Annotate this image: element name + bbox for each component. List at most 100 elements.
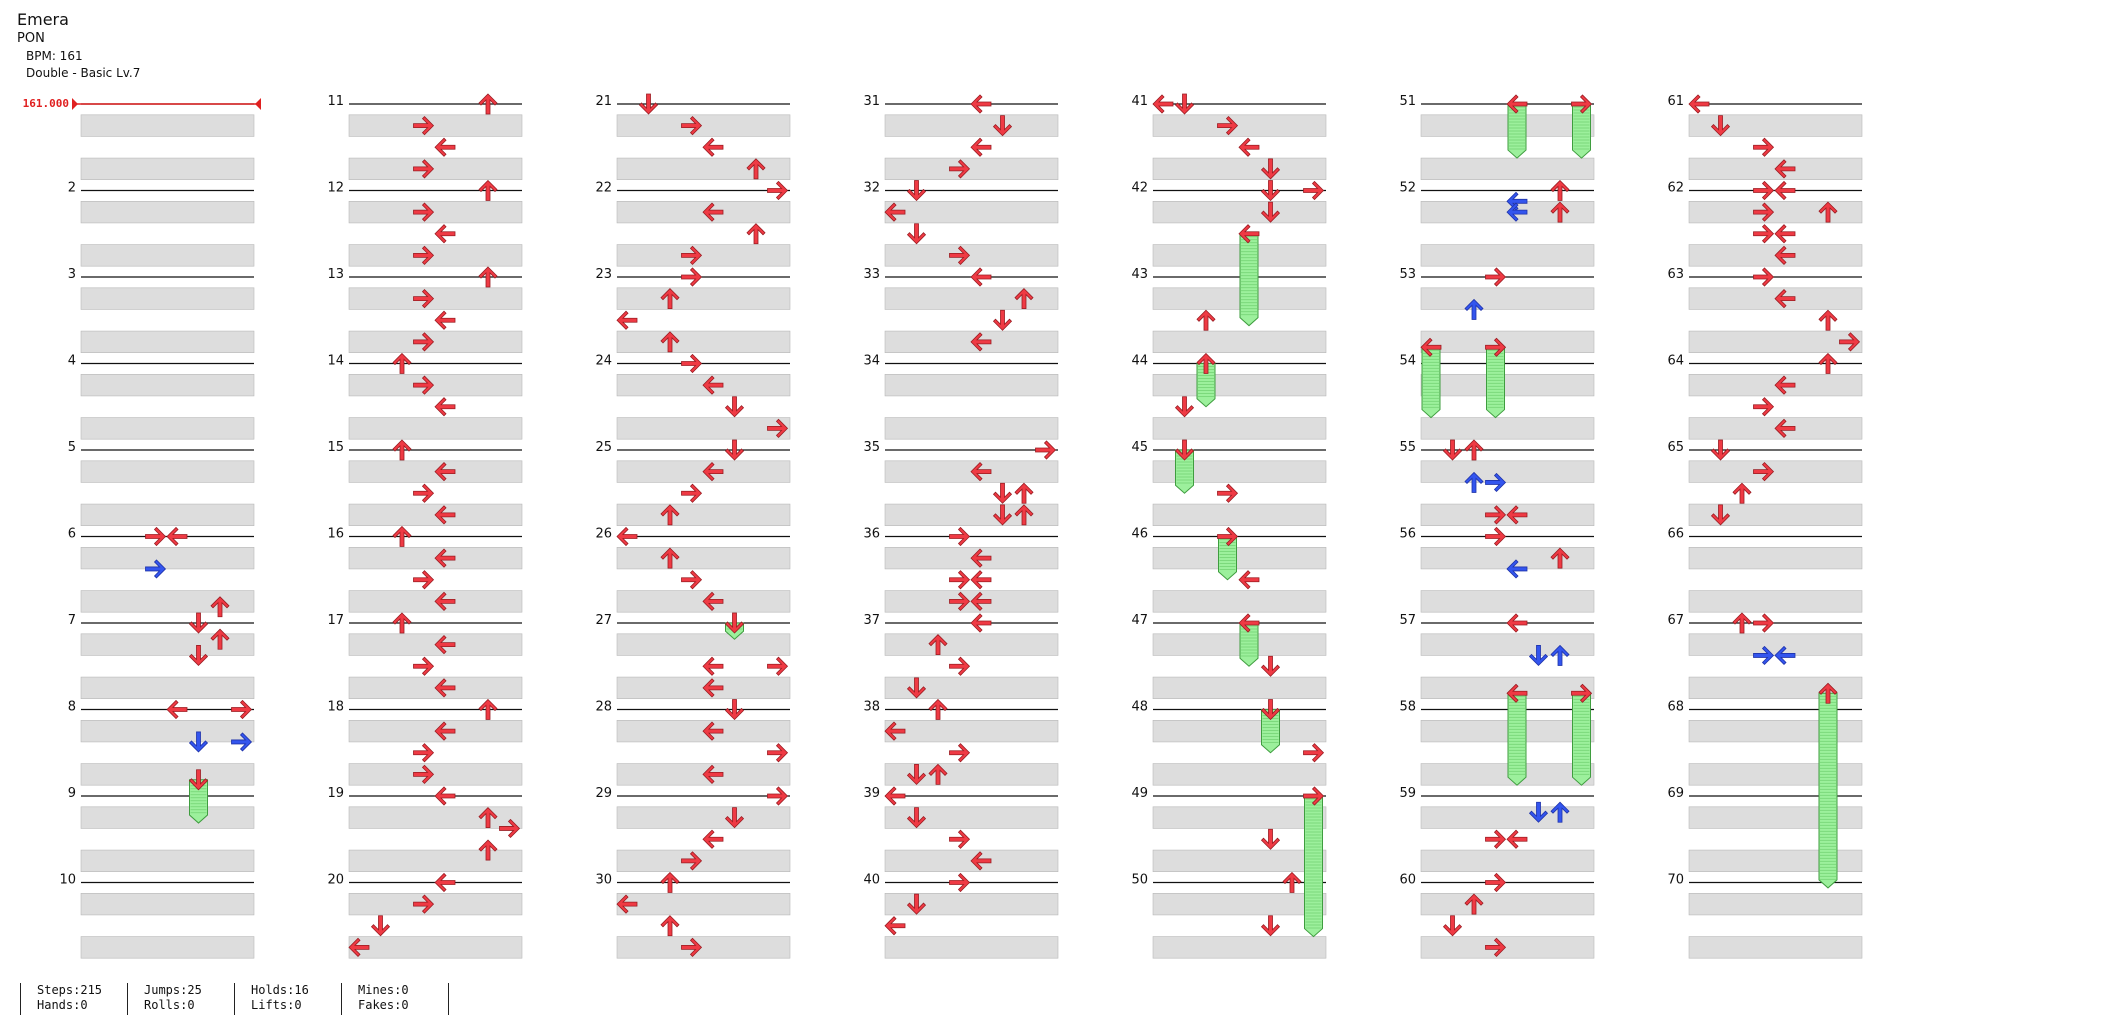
red-down-arrow-icon bbox=[1175, 396, 1194, 418]
red-left-arrow-icon bbox=[970, 267, 992, 287]
measure-number: 64 bbox=[1667, 354, 1684, 369]
red-left-arrow-icon bbox=[434, 397, 456, 417]
measure-number: 13 bbox=[327, 267, 344, 282]
red-left-arrow-icon bbox=[884, 916, 906, 936]
red-right-arrow-icon bbox=[949, 656, 970, 676]
stat-jumps: Jumps:25 bbox=[144, 983, 202, 997]
red-up-arrow-icon bbox=[1550, 180, 1570, 201]
measure-number: 31 bbox=[863, 94, 880, 109]
measure-number: 36 bbox=[863, 527, 880, 542]
beat-band bbox=[1688, 547, 1863, 570]
red-up-arrow-icon bbox=[660, 872, 680, 893]
hold-note bbox=[1486, 346, 1505, 419]
red-up-arrow-icon bbox=[1196, 309, 1216, 331]
hold-note bbox=[1218, 536, 1237, 581]
beat-band bbox=[1420, 590, 1595, 613]
bpm-marker-value: 161.000 bbox=[23, 97, 69, 110]
red-left-arrow-icon bbox=[434, 137, 456, 157]
red-left-arrow-icon bbox=[970, 94, 992, 114]
beat-band bbox=[80, 201, 255, 224]
beat-band bbox=[1420, 893, 1595, 916]
measure-number: 62 bbox=[1667, 181, 1684, 196]
beat-band bbox=[1420, 330, 1595, 353]
beat-band bbox=[1420, 936, 1595, 959]
beat-band bbox=[616, 547, 791, 570]
red-right-arrow-icon bbox=[1035, 440, 1056, 460]
beat-band bbox=[80, 460, 255, 483]
beat-band bbox=[80, 114, 255, 137]
measure-number: 51 bbox=[1399, 94, 1416, 109]
hold-note bbox=[1175, 449, 1194, 494]
beat-band bbox=[80, 157, 255, 180]
red-left-arrow-icon bbox=[1238, 570, 1260, 590]
beat-band bbox=[348, 157, 523, 180]
stat-holds: Holds:16 bbox=[251, 983, 309, 997]
red-right-arrow-icon bbox=[1485, 873, 1506, 892]
measure-number: 37 bbox=[863, 613, 880, 628]
beat-band bbox=[80, 287, 255, 310]
measure-number: 60 bbox=[1399, 873, 1416, 888]
red-left-arrow-icon bbox=[702, 829, 724, 849]
red-left-arrow-icon bbox=[702, 656, 724, 676]
beat-band bbox=[80, 590, 255, 613]
beat-band bbox=[80, 720, 255, 743]
red-down-arrow-icon bbox=[725, 439, 744, 461]
beat-band bbox=[348, 201, 523, 224]
beat-band bbox=[1420, 460, 1595, 483]
measure-number: 44 bbox=[1131, 354, 1148, 369]
stats-group-mines: Mines:0 Fakes:0 bbox=[341, 983, 448, 1015]
measure-number: 50 bbox=[1131, 873, 1148, 888]
measure-number: 65 bbox=[1667, 440, 1684, 455]
red-up-arrow-icon bbox=[1818, 309, 1838, 331]
beat-band bbox=[884, 763, 1059, 786]
beat-band bbox=[80, 849, 255, 872]
beat-band bbox=[80, 806, 255, 829]
red-right-arrow-icon bbox=[767, 181, 788, 200]
beat-band bbox=[1152, 590, 1327, 613]
beat-band bbox=[80, 547, 255, 570]
measure-number: 32 bbox=[863, 181, 880, 196]
measure-number: 4 bbox=[68, 354, 76, 369]
measure-number: 61 bbox=[1667, 94, 1684, 109]
red-down-arrow-icon bbox=[189, 612, 208, 634]
red-left-arrow-icon bbox=[1688, 94, 1710, 114]
measure-number: 46 bbox=[1131, 527, 1148, 542]
beat-band bbox=[884, 676, 1059, 699]
hold-note bbox=[1507, 103, 1527, 159]
beat-band bbox=[884, 720, 1059, 743]
hold-note bbox=[1239, 233, 1259, 327]
red-right-arrow-icon bbox=[949, 570, 970, 590]
measure-number: 24 bbox=[595, 354, 612, 369]
beat-band bbox=[1152, 936, 1327, 959]
song-header: Emera PON BPM: 161 Double - Basic Lv.7 bbox=[17, 10, 140, 82]
measure-number: 33 bbox=[863, 267, 880, 282]
beat-band bbox=[348, 893, 523, 916]
red-down-arrow-icon bbox=[1175, 93, 1194, 115]
song-artist: PON bbox=[17, 31, 45, 46]
beat-band bbox=[1420, 849, 1595, 872]
beat-band bbox=[1152, 417, 1327, 440]
red-left-arrow-icon bbox=[1774, 224, 1796, 244]
red-right-arrow-icon bbox=[413, 743, 434, 763]
beat-band bbox=[80, 893, 255, 916]
beat-band bbox=[1688, 893, 1863, 916]
measure-number: 3 bbox=[68, 267, 76, 282]
measure-number: 63 bbox=[1667, 267, 1684, 282]
measure-number: 26 bbox=[595, 527, 612, 542]
red-left-arrow-icon bbox=[1774, 181, 1796, 200]
measure-number: 15 bbox=[327, 440, 344, 455]
red-up-arrow-icon bbox=[392, 526, 412, 547]
red-down-arrow-icon bbox=[371, 915, 390, 937]
beat-band bbox=[1420, 157, 1595, 180]
measure-number: 53 bbox=[1399, 267, 1416, 282]
red-down-arrow-icon bbox=[1443, 915, 1462, 937]
beat-band bbox=[1420, 287, 1595, 310]
beat-band bbox=[80, 330, 255, 353]
beat-band bbox=[884, 893, 1059, 916]
beat-band bbox=[348, 244, 523, 267]
stat-mines: Mines:0 bbox=[358, 983, 409, 997]
beat-band bbox=[1152, 330, 1327, 353]
red-left-arrow-icon bbox=[616, 527, 638, 546]
red-up-arrow-icon bbox=[746, 223, 766, 245]
measure-number: 10 bbox=[59, 873, 76, 888]
